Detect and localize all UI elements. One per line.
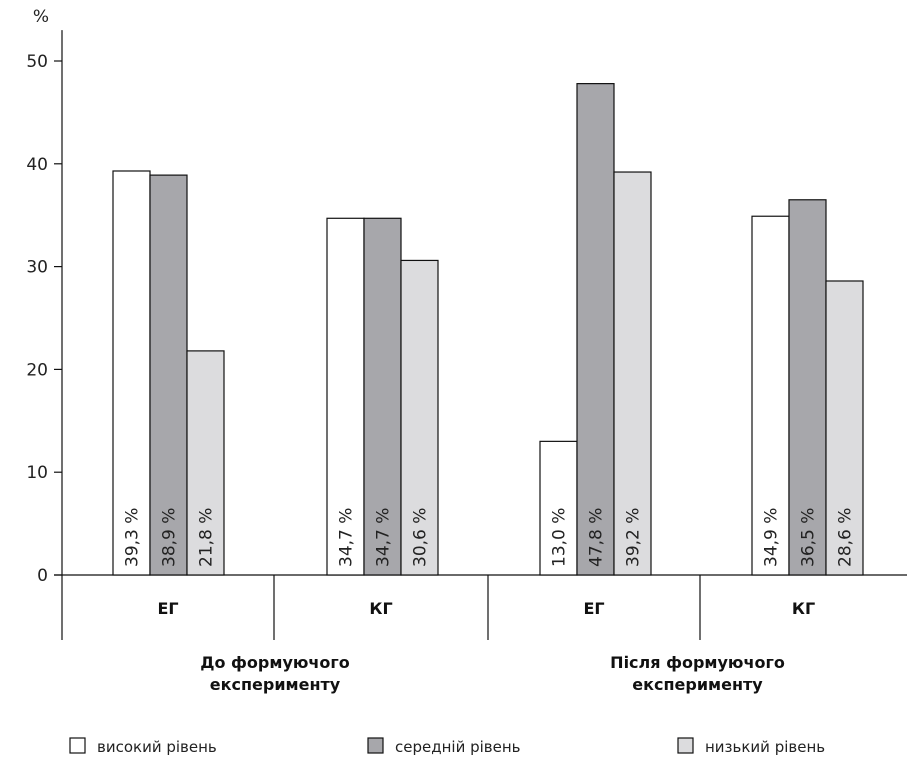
bar-data-label: 38,9 % xyxy=(160,508,180,567)
bar xyxy=(149,174,188,576)
bar-data-label: 21,8 % xyxy=(197,508,217,567)
y-tick-label: 0 xyxy=(37,566,48,586)
legend-swatch xyxy=(367,737,384,754)
bar-data-label: 39,3 % xyxy=(123,508,143,567)
legend-swatch xyxy=(677,737,694,754)
group-label: КГ xyxy=(369,599,392,618)
y-tick-label: 20 xyxy=(26,360,48,380)
legend-swatch xyxy=(69,737,86,754)
bar xyxy=(613,171,652,576)
group-label: ЕГ xyxy=(157,599,178,618)
bar xyxy=(751,215,790,576)
bar xyxy=(186,350,225,576)
bar-data-label: 47,8 % xyxy=(587,508,607,567)
y-tick-label: 40 xyxy=(26,155,48,175)
y-tick-label: 30 xyxy=(26,258,48,278)
legend-label: високий рівень xyxy=(97,738,217,756)
bar xyxy=(825,280,864,576)
phase-label: Після формуючого експерименту xyxy=(610,653,785,694)
bar xyxy=(539,440,578,576)
bar-data-label: 34,7 % xyxy=(374,508,394,567)
x-axis-labels: ЕГ КГ ЕГ КГ До формуючого експерименту Після ф… xyxy=(157,599,815,694)
bar-data-label: 36,5 % xyxy=(799,508,819,567)
y-tick-label: 50 xyxy=(26,52,48,72)
legend-label: середній рівень xyxy=(395,738,521,756)
bar xyxy=(788,199,827,576)
bar-data-label: 34,9 % xyxy=(762,508,782,567)
bar-data-label: 28,6 % xyxy=(836,508,856,567)
phase-label: До формуючого експерименту xyxy=(200,653,350,694)
bar xyxy=(576,83,615,576)
bar-data-label: 13,0 % xyxy=(550,508,570,567)
bar-data-label: 30,6 % xyxy=(411,508,431,567)
bar-data-label: 34,7 % xyxy=(337,508,357,567)
legend-label: низький рівень xyxy=(705,738,825,756)
bar-data-label: 39,2 % xyxy=(624,508,644,567)
legend: високий рівень середній рівень низький рів… xyxy=(69,737,825,756)
bar xyxy=(400,259,439,576)
bars: 39,3 % 38,9 % 21,8 % 34,7 % 34,7 % 30,6 % 13,0… xyxy=(112,83,864,576)
group-label: КГ xyxy=(792,599,815,618)
bar xyxy=(363,217,402,576)
bar xyxy=(112,170,151,576)
group-label: ЕГ xyxy=(583,599,604,618)
y-tick-label: 10 xyxy=(26,463,48,483)
y-axis-unit-label: % xyxy=(33,7,49,27)
